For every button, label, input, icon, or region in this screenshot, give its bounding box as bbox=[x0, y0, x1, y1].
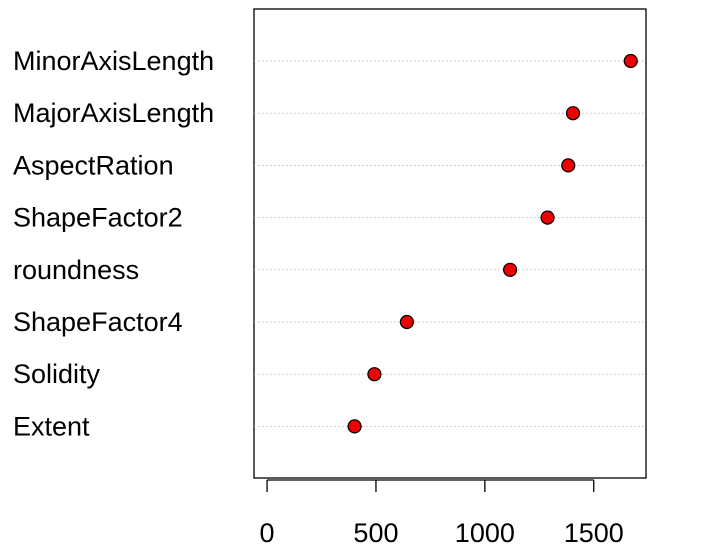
category-labels: MinorAxisLength MajorAxisLength AspectRati… bbox=[13, 46, 214, 441]
category-label-extent: Extent bbox=[13, 411, 90, 441]
category-label-majoraxislength: MajorAxisLength bbox=[13, 98, 214, 128]
data-point-extent bbox=[347, 419, 362, 434]
category-label-shapefactor2: ShapeFactor2 bbox=[13, 203, 183, 233]
data-point-aspectration bbox=[561, 158, 576, 173]
x-tick-label-0: 0 bbox=[260, 518, 275, 548]
category-label-shapefactor4: ShapeFactor4 bbox=[13, 307, 183, 337]
data-point-shapefactor4 bbox=[399, 314, 414, 330]
data-point-roundness bbox=[503, 262, 518, 277]
category-label-minoraxislength: MinorAxisLength bbox=[13, 46, 214, 76]
category-label-solidity: Solidity bbox=[13, 359, 101, 389]
x-axis-ticks: 0 500 1000 1500 bbox=[260, 480, 624, 548]
data-point-minoraxislength bbox=[623, 53, 638, 69]
x-axis: 0 500 1000 1500 bbox=[260, 479, 624, 548]
plot-area-frame bbox=[253, 8, 647, 479]
category-label-roundness: roundness bbox=[13, 255, 139, 285]
data-points bbox=[347, 53, 638, 434]
guide-lines bbox=[254, 60, 646, 427]
data-point-shapefactor2 bbox=[540, 210, 555, 225]
data-point-majoraxislength bbox=[565, 106, 581, 121]
x-tick-label-1500: 1500 bbox=[564, 518, 624, 548]
data-point-solidity bbox=[367, 367, 382, 382]
x-tick-label-1000: 1000 bbox=[455, 518, 515, 548]
category-label-aspectration: AspectRation bbox=[13, 150, 174, 180]
x-tick-label-500: 500 bbox=[353, 518, 398, 548]
